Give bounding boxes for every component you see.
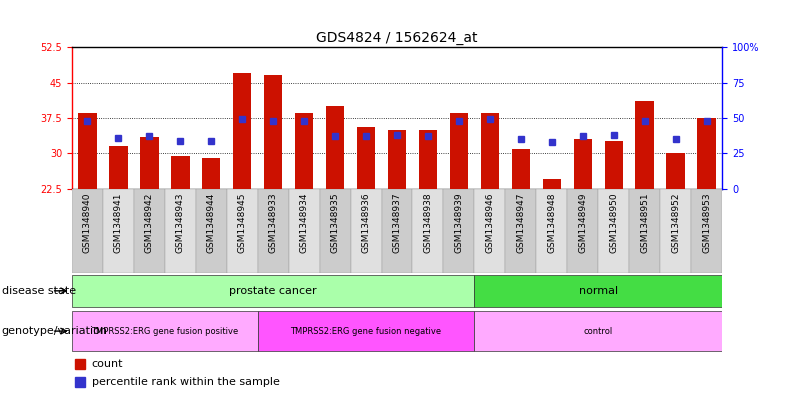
Text: control: control — [583, 327, 613, 336]
Bar — [419, 130, 437, 189]
Text: GSM1348944: GSM1348944 — [207, 193, 215, 253]
Bar — [78, 113, 97, 189]
Bar — [388, 130, 406, 189]
Bar — [598, 189, 630, 273]
Bar — [264, 75, 282, 189]
Bar — [381, 189, 413, 273]
Bar — [202, 158, 220, 189]
Bar — [480, 113, 500, 189]
Bar — [666, 153, 685, 189]
Text: GSM1348950: GSM1348950 — [610, 193, 618, 253]
Text: GSM1348936: GSM1348936 — [361, 193, 370, 253]
Bar — [233, 73, 251, 189]
Text: GSM1348935: GSM1348935 — [330, 193, 340, 253]
Bar — [475, 311, 722, 351]
Bar — [536, 189, 567, 273]
Bar — [505, 189, 536, 273]
Bar — [258, 311, 475, 351]
Text: GSM1348942: GSM1348942 — [144, 193, 154, 253]
Bar — [605, 141, 623, 189]
Text: TMPRSS2:ERG gene fusion positive: TMPRSS2:ERG gene fusion positive — [91, 327, 239, 336]
Bar — [72, 311, 258, 351]
Bar — [475, 189, 505, 273]
Text: prostate cancer: prostate cancer — [229, 286, 317, 296]
Bar — [567, 189, 598, 273]
Bar — [109, 146, 128, 189]
Text: GSM1348953: GSM1348953 — [702, 193, 711, 253]
Text: GSM1348940: GSM1348940 — [83, 193, 92, 253]
Bar — [258, 189, 289, 273]
Bar — [294, 113, 314, 189]
Bar — [72, 275, 475, 307]
Bar — [103, 189, 134, 273]
Text: percentile rank within the sample: percentile rank within the sample — [92, 377, 279, 387]
Text: GSM1348943: GSM1348943 — [176, 193, 184, 253]
Bar — [326, 106, 345, 189]
Bar — [413, 189, 444, 273]
Bar — [630, 189, 660, 273]
Bar — [449, 113, 468, 189]
Bar — [512, 149, 530, 189]
Text: disease state: disease state — [2, 286, 76, 296]
Bar — [196, 189, 227, 273]
Text: GSM1348938: GSM1348938 — [424, 193, 433, 253]
Bar — [543, 179, 561, 189]
Bar — [319, 189, 350, 273]
Bar — [444, 189, 475, 273]
Bar — [134, 189, 164, 273]
Text: GSM1348952: GSM1348952 — [671, 193, 680, 253]
Bar — [660, 189, 691, 273]
Bar — [697, 118, 716, 189]
Bar — [350, 189, 381, 273]
Bar — [227, 189, 258, 273]
Text: GSM1348939: GSM1348939 — [454, 193, 464, 253]
Bar — [164, 189, 196, 273]
Text: GSM1348937: GSM1348937 — [393, 193, 401, 253]
Text: GSM1348947: GSM1348947 — [516, 193, 525, 253]
Bar — [635, 101, 654, 189]
Text: GSM1348951: GSM1348951 — [640, 193, 650, 253]
Title: GDS4824 / 1562624_at: GDS4824 / 1562624_at — [316, 31, 478, 45]
Text: GSM1348948: GSM1348948 — [547, 193, 556, 253]
Bar — [289, 189, 319, 273]
Bar — [691, 189, 722, 273]
Text: GSM1348934: GSM1348934 — [299, 193, 309, 253]
Text: GSM1348945: GSM1348945 — [238, 193, 247, 253]
Text: GSM1348946: GSM1348946 — [485, 193, 495, 253]
Text: GSM1348941: GSM1348941 — [114, 193, 123, 253]
Text: count: count — [92, 359, 123, 369]
Bar — [357, 127, 375, 189]
Bar — [171, 156, 189, 189]
Bar — [475, 275, 722, 307]
Text: genotype/variation: genotype/variation — [2, 326, 108, 336]
Bar — [140, 137, 159, 189]
Text: GSM1348933: GSM1348933 — [269, 193, 278, 253]
Bar — [574, 139, 592, 189]
Text: TMPRSS2:ERG gene fusion negative: TMPRSS2:ERG gene fusion negative — [290, 327, 441, 336]
Text: normal: normal — [579, 286, 618, 296]
Bar — [72, 189, 103, 273]
Text: GSM1348949: GSM1348949 — [579, 193, 587, 253]
